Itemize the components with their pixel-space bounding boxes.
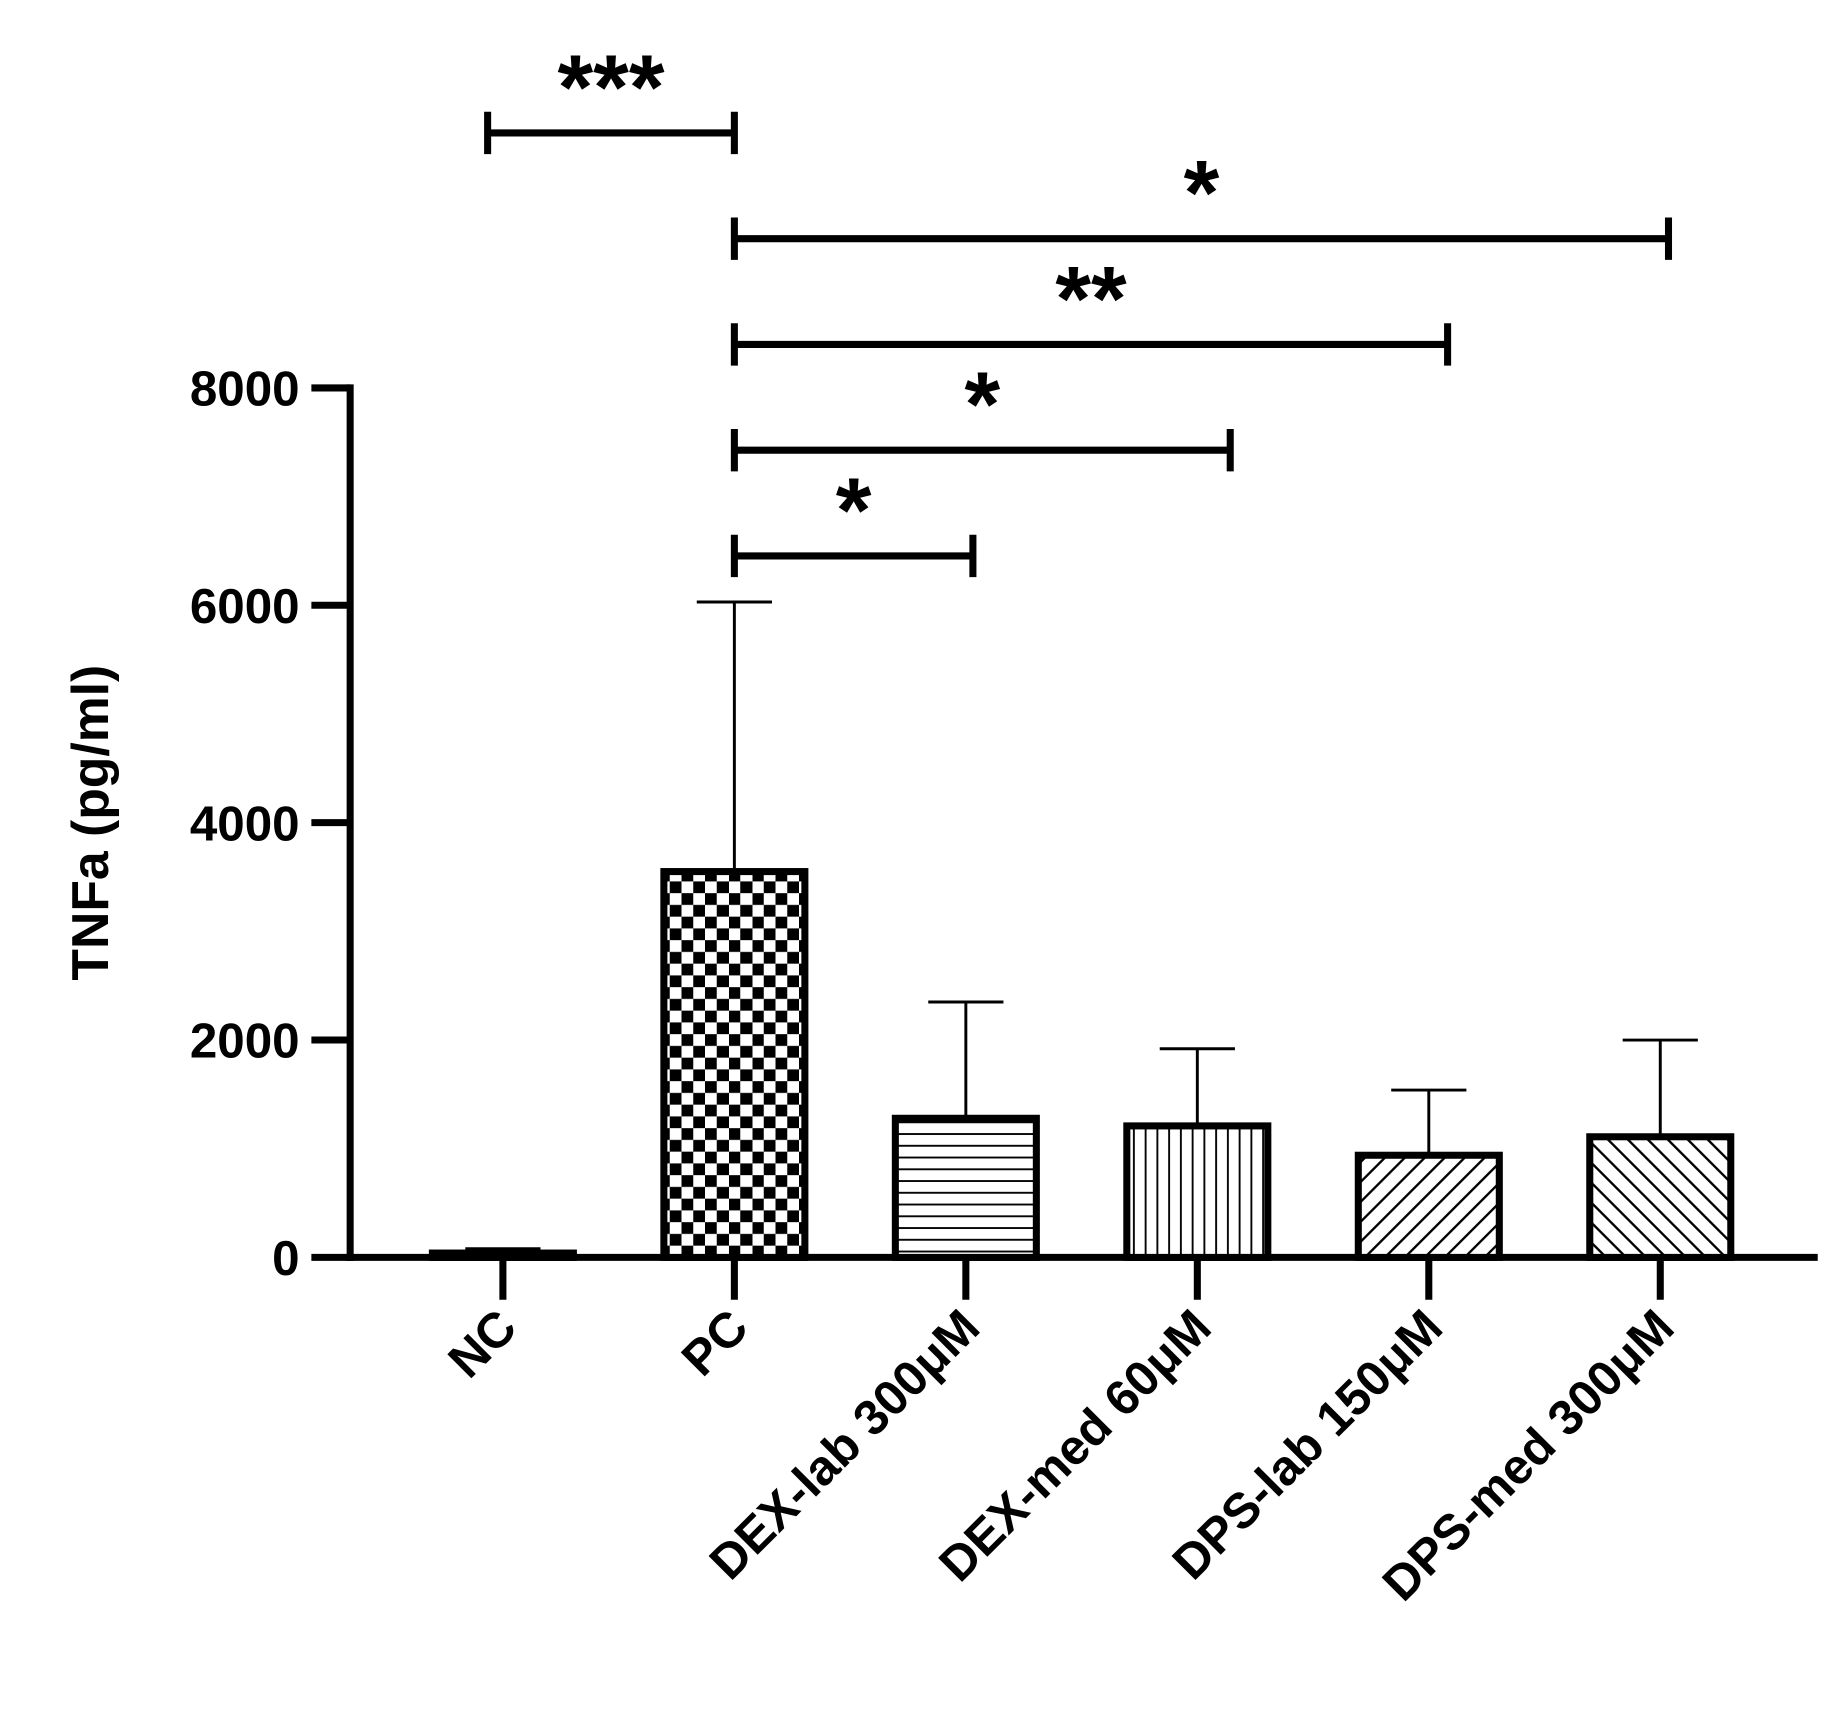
significance-bracket [730, 323, 1452, 366]
bar [660, 868, 809, 1261]
y-axis-label: TNFa (pg/ml) [61, 665, 119, 981]
y-tick-label: 2000 [190, 1014, 300, 1069]
significance-bracket [730, 534, 977, 578]
significance-label: * [1184, 143, 1220, 245]
y-tick-label: 4000 [190, 796, 300, 851]
bar [1354, 1151, 1503, 1261]
x-tick-label: PC [671, 1299, 758, 1386]
y-tick-label: 8000 [190, 362, 300, 417]
bar [1586, 1133, 1735, 1261]
significance-label: ** [1055, 248, 1127, 350]
significance-label: * [964, 354, 1000, 456]
significance-bracket [730, 429, 1234, 472]
significance-label: * [836, 460, 872, 562]
x-tick-label: NC [438, 1299, 527, 1388]
significance-label: *** [558, 37, 665, 139]
bar [428, 1249, 577, 1261]
bar [1123, 1122, 1272, 1261]
y-tick-label: 6000 [190, 579, 300, 634]
significance-bracket [730, 217, 1673, 260]
y-tick-label: 0 [272, 1231, 299, 1286]
significance-bracket [484, 111, 738, 155]
bar [891, 1114, 1040, 1261]
